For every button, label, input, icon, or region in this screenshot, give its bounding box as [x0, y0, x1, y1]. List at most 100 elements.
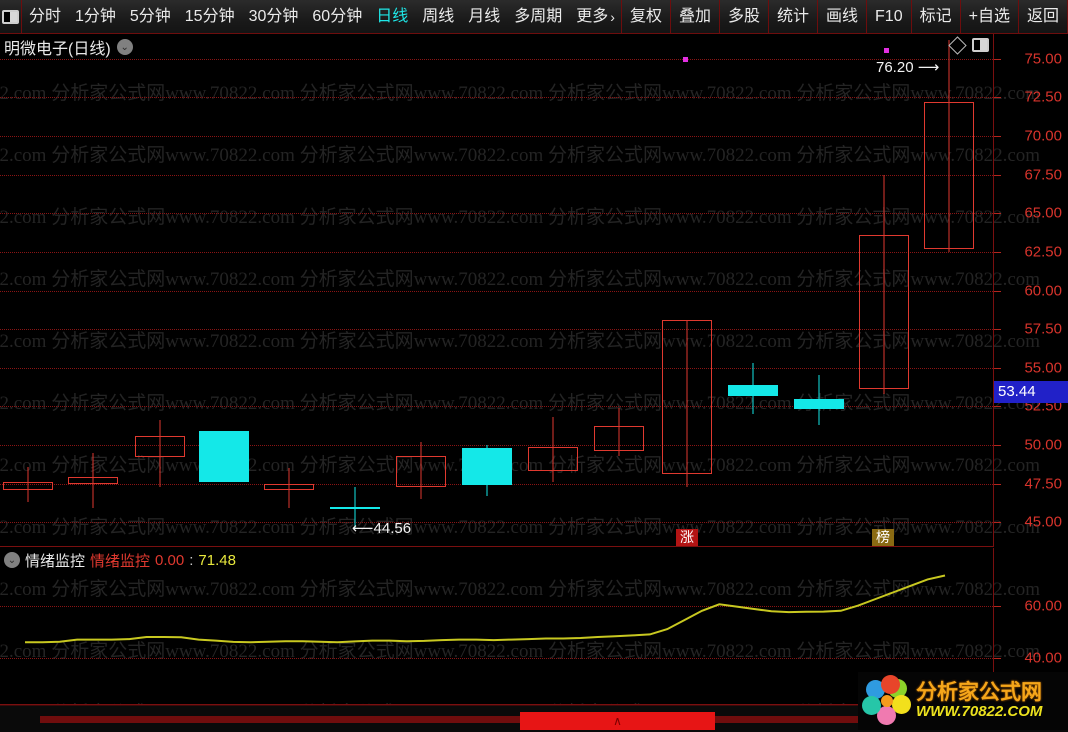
- candle-9: [594, 407, 644, 456]
- horizontal-scrollbar-track[interactable]: ∧: [40, 712, 1040, 730]
- candle-body: [662, 319, 712, 475]
- indicator-value-1: 0.00: [155, 551, 185, 569]
- action-button-3[interactable]: 统计: [768, 0, 819, 33]
- gridline: [0, 367, 993, 369]
- price-axis-label: 70.00: [1024, 127, 1062, 145]
- action-button-1[interactable]: 叠加: [669, 0, 720, 33]
- action-button-8[interactable]: 返回: [1017, 0, 1068, 33]
- candle-12: [794, 375, 844, 425]
- indicator-value-2: 71.48: [198, 551, 236, 569]
- candle-14: [924, 40, 974, 252]
- action-button-4[interactable]: 画线: [817, 0, 868, 33]
- candle-1: [68, 452, 118, 509]
- top-toolbar: 分时 1分钟 5分钟 15分钟 30分钟 60分钟 日线 周线 月线 多周期 更多 › 复权 叠加 多股统…: [0, 0, 1068, 34]
- candle-body: [462, 448, 512, 486]
- action-button-2[interactable]: 多股: [718, 0, 769, 33]
- candle-4: [264, 468, 314, 509]
- chevron-down-icon[interactable]: ⌄: [116, 39, 133, 55]
- candle-body: [330, 506, 380, 509]
- gridline: [0, 97, 993, 99]
- axis-tick: [994, 213, 1001, 215]
- period-tab-label: 5分钟: [129, 7, 171, 25]
- candle-5: [330, 486, 380, 530]
- period-tab-7[interactable]: 周线: [415, 0, 461, 33]
- candle-body: [528, 446, 578, 472]
- candle-body: [68, 477, 118, 484]
- period-tab-label: 30分钟: [248, 7, 299, 25]
- period-tab-9[interactable]: 多周期: [507, 0, 569, 33]
- gridline: [0, 445, 993, 447]
- period-tab-6[interactable]: 日线: [369, 0, 415, 33]
- indicator-header: ⌄ 情绪监控 情绪监控 0.00 : 71.48: [0, 548, 236, 572]
- diamond-icon[interactable]: [948, 35, 967, 55]
- candle-body: [728, 384, 778, 396]
- axis-tick: [994, 406, 1001, 408]
- period-tab-4[interactable]: 30分钟: [242, 0, 306, 33]
- axis-tick: [994, 522, 1001, 524]
- price-axis-label: 65.00: [1024, 204, 1062, 222]
- axis-tick: [994, 58, 1001, 60]
- axis-tick: [994, 483, 1001, 485]
- action-button-label: 画线: [826, 7, 859, 25]
- brand-name: 分析家公式网: [916, 681, 1042, 705]
- action-button-label: 返回: [1026, 7, 1059, 25]
- period-tab-5[interactable]: 60分钟: [305, 0, 369, 33]
- period-tab-label: 1分钟: [74, 7, 116, 25]
- page-title: 明微电子(日线): [4, 41, 111, 58]
- gridline: [0, 251, 993, 253]
- chevron-down-icon[interactable]: ⌄: [4, 552, 20, 568]
- gridline: [0, 213, 993, 215]
- candle-wick: [552, 417, 554, 483]
- sentiment-line-chart: [25, 574, 946, 644]
- period-tab-label: 更多: [576, 7, 609, 25]
- action-button-5[interactable]: F10: [866, 0, 912, 33]
- axis-tick: [994, 657, 1001, 659]
- period-tab-3[interactable]: 15分钟: [178, 0, 242, 33]
- candle-wick: [686, 319, 688, 487]
- indicator-axis-label: 40.00: [1024, 649, 1062, 667]
- action-buttons: 复权 叠加 多股 统计 画线 F10 标记 +自选 返回: [620, 0, 1068, 33]
- price-axis-label: 60.00: [1024, 282, 1062, 299]
- period-tab-label: 周线: [422, 7, 455, 25]
- period-tab-8[interactable]: 月线: [461, 0, 507, 33]
- marker-zhang: 涨: [676, 529, 698, 547]
- split-panel-icon[interactable]: [972, 38, 989, 52]
- candle-2: [135, 420, 185, 487]
- price-axis: 75.00 72.50 70.00 67.50 65.00 62.50 60.00 57.50…: [993, 34, 1068, 547]
- gridline: [0, 135, 993, 137]
- split-panel-button[interactable]: [0, 0, 22, 33]
- period-tab-0[interactable]: 分时: [22, 0, 68, 33]
- high-price-annotation: 76.20 ⟶: [876, 59, 940, 76]
- candle-body: [924, 101, 974, 249]
- indicator-separator: :: [189, 551, 194, 569]
- gridline: [0, 58, 993, 60]
- action-button-7[interactable]: +自选: [959, 0, 1019, 33]
- axis-tick: [994, 251, 1001, 253]
- candle-wick: [420, 441, 422, 500]
- period-tab-label: 60分钟: [312, 7, 363, 25]
- gridline: [0, 174, 993, 176]
- action-button-label: 统计: [777, 7, 810, 25]
- candle-wick: [92, 452, 94, 509]
- candle-wick: [948, 40, 950, 252]
- period-tab-10[interactable]: 更多 ›: [569, 0, 622, 33]
- magenta-dot: [884, 48, 889, 53]
- period-tab-2[interactable]: 5分钟: [123, 0, 178, 33]
- gridline: [0, 657, 993, 659]
- price-axis-label: 45.00: [1024, 513, 1062, 531]
- chevron-right-icon: ›: [610, 8, 615, 25]
- action-button-label: +自选: [968, 7, 1010, 25]
- indicator-pane[interactable]: ⌄ 情绪监控 情绪监控 0.00 : 71.48: [0, 548, 993, 705]
- magenta-dot: [683, 57, 688, 62]
- candle-7: [462, 445, 512, 496]
- indicator-label: 情绪监控: [90, 552, 151, 570]
- action-button-0[interactable]: 复权: [620, 0, 671, 33]
- horizontal-scrollbar-thumb[interactable]: ∧: [520, 712, 715, 730]
- action-button-6[interactable]: 标记: [910, 0, 961, 33]
- brand-url: WWW.70822.COM: [916, 703, 1043, 721]
- candlestick-pane[interactable]: 明微电子(日线) ⌄ 76.20 ⟶ ⟵44.56 涨 榜: [0, 34, 993, 547]
- period-tab-1[interactable]: 1分钟: [68, 0, 123, 33]
- candle-body: [3, 482, 53, 490]
- price-axis-label: 72.50: [1024, 88, 1062, 106]
- axis-tick: [994, 290, 1001, 292]
